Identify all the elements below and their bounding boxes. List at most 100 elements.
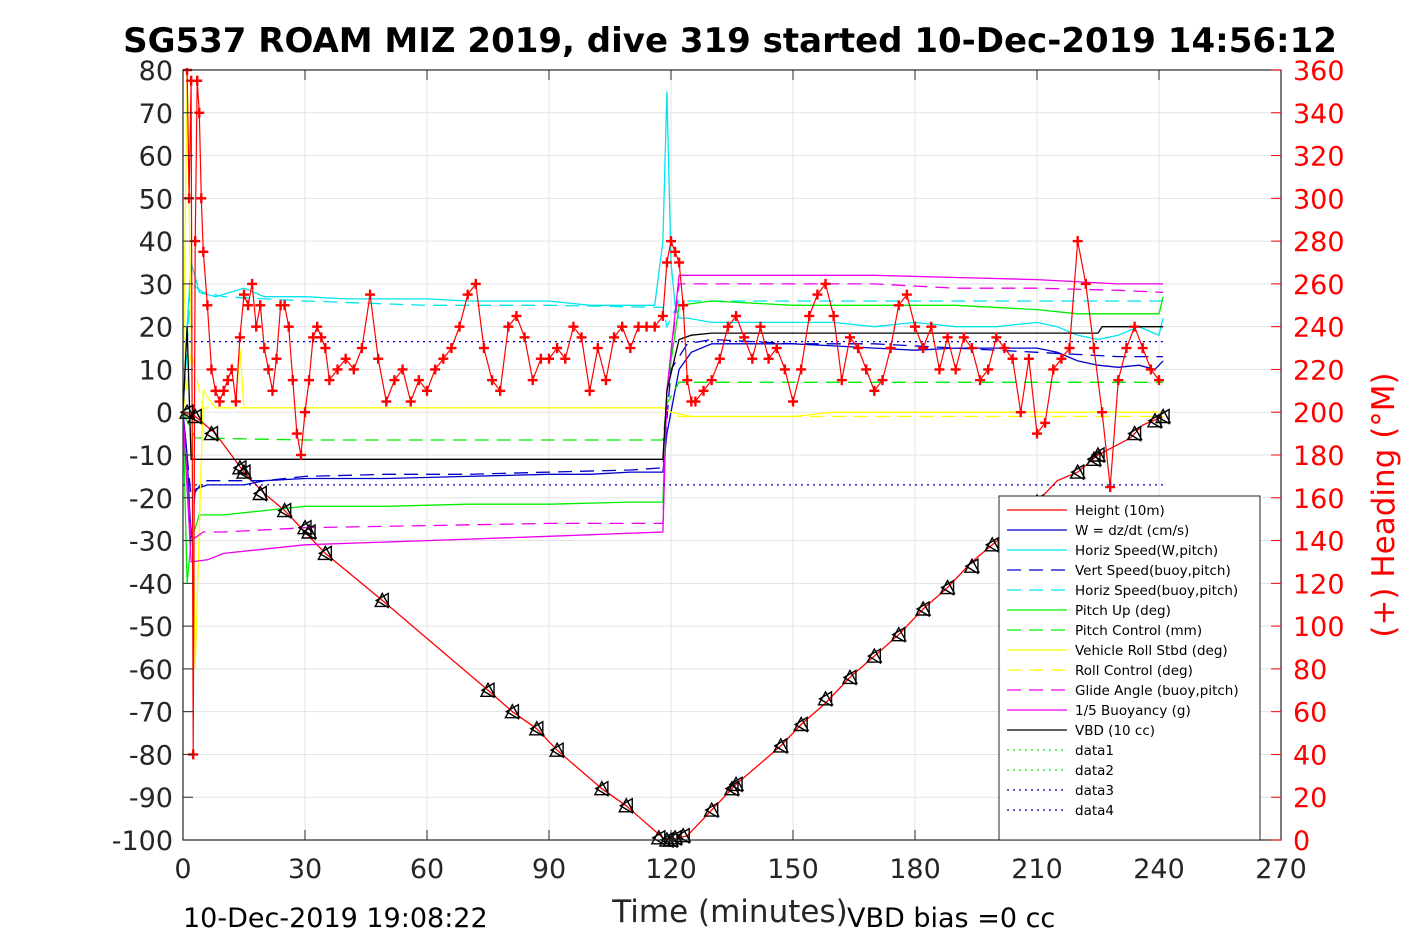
heading-point <box>1154 375 1164 386</box>
heading-point <box>731 310 742 321</box>
heading-point <box>291 428 302 439</box>
heading-point <box>478 343 489 354</box>
right-axis-label: (+) Heading (°M) <box>1366 372 1402 637</box>
depth-marker <box>890 626 907 643</box>
y2-tick-label: 60 <box>1293 698 1327 729</box>
depth-marker <box>504 703 521 720</box>
legend-entry: Horiz Speed(buoy,pitch) <box>1007 583 1238 599</box>
heading-point <box>279 300 290 311</box>
y-tick-label: -70 <box>129 698 173 729</box>
heading-point <box>226 364 237 375</box>
y-tick-label: 60 <box>139 142 173 173</box>
heading-point <box>983 364 994 375</box>
heading-point <box>706 375 717 386</box>
heading-point <box>316 332 327 343</box>
y2-tick-label: 240 <box>1293 313 1345 344</box>
y2-tick-label: 300 <box>1293 184 1345 215</box>
heading-point <box>1015 407 1026 418</box>
heading-point <box>893 300 904 311</box>
heading-point <box>454 321 465 332</box>
depth-marker <box>252 485 269 502</box>
depth-marker <box>276 502 293 519</box>
y-tick-label: -60 <box>129 655 173 686</box>
y-tick-label: -100 <box>112 826 173 857</box>
depth-marker <box>528 720 545 737</box>
heading-point <box>820 278 831 289</box>
heading-point <box>576 332 587 343</box>
heading-point <box>214 396 225 407</box>
heading-point <box>918 343 929 354</box>
legend: Height (10m) W = dz/dt (cm/s) Horiz Speed(… <box>998 495 1261 841</box>
legend-entry: W = dz/dt (cm/s) <box>1007 523 1189 539</box>
heading-point <box>747 353 758 364</box>
legend-label: Horiz Speed(buoy,pitch) <box>1075 583 1238 599</box>
legend-label: data4 <box>1075 803 1114 819</box>
heading-point <box>584 385 595 396</box>
heading-point <box>1137 343 1148 354</box>
legend-entry: Pitch Control (mm) <box>1007 623 1202 639</box>
y-tick-label: 80 <box>139 56 173 87</box>
heading-point <box>1032 428 1042 439</box>
heading-point <box>332 364 343 375</box>
legend-label: Vert Speed(buoy,pitch) <box>1075 563 1231 579</box>
heading-point <box>869 385 880 396</box>
heading-point <box>1007 353 1018 364</box>
legend-label: 1/5 Buoyancy (g) <box>1075 703 1191 719</box>
legend-entry: data3 <box>1007 783 1114 799</box>
legend-box <box>998 495 1261 841</box>
depth-marker <box>548 741 566 759</box>
heading-point <box>194 107 205 118</box>
heading-point <box>230 396 241 407</box>
heading-point <box>771 343 782 354</box>
legend-label: data1 <box>1075 743 1114 759</box>
y2-tick-label: 260 <box>1293 270 1345 301</box>
legend-entry: Glide Angle (buoy,pitch) <box>1007 683 1239 699</box>
footer-timestamp: 10-Dec-2019 19:08:22 <box>183 903 488 934</box>
y2-tick-label: 320 <box>1293 142 1345 173</box>
heading-point <box>405 396 416 407</box>
y2-tick-label: 220 <box>1293 355 1345 386</box>
depth-marker <box>300 523 318 541</box>
heading-point <box>271 353 282 364</box>
heading-point <box>690 396 701 407</box>
y2-tick-label: 200 <box>1293 398 1345 429</box>
heading-point <box>763 353 774 364</box>
depth-marker <box>817 690 834 708</box>
heading-point <box>251 321 262 332</box>
heading-point <box>722 321 733 332</box>
heading-point <box>999 343 1010 354</box>
heading-point <box>1105 482 1116 493</box>
heading-point <box>503 321 514 332</box>
legend-label: Pitch Control (mm) <box>1075 623 1202 639</box>
heading-point <box>714 353 725 364</box>
heading-point <box>836 375 847 386</box>
heading-point <box>649 321 660 332</box>
series-line <box>183 282 1164 413</box>
heading-point <box>422 385 432 396</box>
heading-point <box>958 332 969 343</box>
y-tick-label: -30 <box>129 527 173 558</box>
y2-tick-label: 20 <box>1293 783 1327 814</box>
heading-point <box>609 332 620 343</box>
depth-marker <box>792 716 810 733</box>
x-tick-label: 90 <box>532 854 566 885</box>
y2-tick-label: 360 <box>1293 56 1345 87</box>
series-line <box>183 338 1164 500</box>
heading-point <box>1113 375 1124 386</box>
heading-point <box>568 321 579 332</box>
depth-marker <box>841 668 859 686</box>
heading-point <box>192 75 203 86</box>
legend-entry: data2 <box>1007 763 1114 779</box>
y-tick-label: 30 <box>139 270 173 301</box>
heading-point <box>263 364 274 375</box>
x-axis-label: Time (minutes) <box>611 894 847 930</box>
heading-point <box>544 353 554 364</box>
plot-area <box>178 68 1172 849</box>
depth-marker <box>317 544 334 562</box>
series-line <box>183 343 1164 541</box>
heading-point <box>324 375 335 386</box>
x-tick-label: 60 <box>410 854 444 885</box>
heading-point <box>682 375 693 386</box>
chart-title: SG537 ROAM MIZ 2019, dive 319 started 10… <box>123 21 1337 61</box>
heading-point <box>527 375 538 386</box>
